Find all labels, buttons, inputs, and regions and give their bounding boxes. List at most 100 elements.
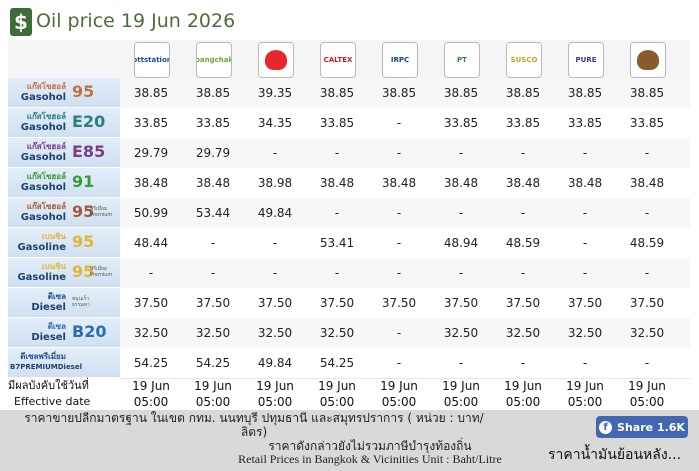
price: - [396, 116, 402, 130]
effective-cell: 19 Jun 05:00 [120, 378, 182, 410]
price: 38.85 [381, 86, 417, 100]
price: 38.85 [629, 86, 665, 100]
effective-date: 19 Jun [628, 379, 666, 393]
fuel-eng: Gasohol [20, 122, 66, 133]
fuel-names: เบนซิน Gasoline [10, 261, 66, 283]
facebook-icon: f [599, 420, 613, 434]
price: - [458, 206, 464, 220]
footer [0, 410, 699, 471]
price: - [644, 146, 650, 160]
fuel-note: หมุนเร็ว ธรรมดา [72, 296, 90, 308]
fuel-names: แก๊สโซฮอล์ Gasohol [10, 201, 66, 223]
price: 38.48 [381, 176, 417, 190]
price: 54.25 [195, 356, 231, 370]
price: 33.85 [443, 116, 479, 130]
price: - [582, 266, 588, 280]
effective-date: 19 Jun [380, 379, 418, 393]
price: 32.50 [567, 326, 603, 340]
price: 37.50 [381, 296, 417, 310]
row-band [120, 348, 690, 379]
price: 37.50 [195, 296, 231, 310]
price: - [396, 236, 402, 250]
fuel-label: เบนซิน Gasoline 95 [8, 228, 120, 258]
history-link[interactable]: ราคาน้ำมันย้อนหลัง... [548, 447, 682, 463]
fuel-names: แก๊สโซฮอล์ Gasohol [10, 171, 66, 193]
price: 39.35 [257, 86, 293, 100]
row-band [120, 288, 690, 319]
price: 38.48 [443, 176, 479, 190]
effective-date: 19 Jun [132, 379, 170, 393]
price: 32.50 [443, 326, 479, 340]
price: 38.48 [567, 176, 603, 190]
price: 33.85 [567, 116, 603, 130]
fuel-thai: แก๊สโซฮอล์ [26, 112, 66, 121]
fuel-names: ดีเซล Diesel [10, 291, 66, 313]
price: 33.85 [133, 116, 169, 130]
fuel-label: แก๊สโซฮอล์ Gasohol 95 พรีเมี่ยม Premium [8, 198, 120, 228]
price: 48.59 [629, 236, 665, 250]
effective-cell: 19 Jun 05:00 [368, 378, 430, 410]
price: 38.85 [319, 86, 355, 100]
price: - [644, 206, 650, 220]
effective-date: 19 Jun [194, 379, 232, 393]
price: - [582, 146, 588, 160]
price: - [520, 266, 526, 280]
price: 53.41 [319, 236, 355, 250]
price: 49.84 [257, 206, 293, 220]
fuel-thai: ดีเซล [47, 292, 66, 301]
price: 53.44 [195, 206, 231, 220]
effective-time: 05:00 [133, 395, 169, 409]
price: 37.50 [443, 296, 479, 310]
price: 38.85 [505, 86, 541, 100]
effective-time: 05:00 [567, 395, 603, 409]
brand-logo: CALTEX [320, 42, 356, 78]
price: - [334, 146, 340, 160]
price: 37.50 [629, 296, 665, 310]
price: 38.48 [319, 176, 355, 190]
price: - [334, 266, 340, 280]
share-button[interactable]: f Share 1.6K [596, 416, 688, 438]
effective-cell: 19 Jun 05:00 [182, 378, 244, 410]
effective-time: 05:00 [505, 395, 541, 409]
price: 38.48 [133, 176, 169, 190]
price: 37.50 [133, 296, 169, 310]
brand-logo [258, 42, 294, 78]
fuel-names: แก๊สโซฮอล์ Gasohol [10, 81, 66, 103]
price: 32.50 [319, 326, 355, 340]
fuel-label: แก๊สโซฮอล์ Gasohol E20 [8, 108, 120, 138]
price: - [582, 236, 588, 250]
fuel-label: ดีเซล Diesel B20 [8, 318, 120, 348]
effective-cell: 19 Jun 05:00 [430, 378, 492, 410]
fuel-grade: 95 [72, 82, 95, 101]
fuel-note: พรีเมี่ยม Premium [90, 266, 113, 278]
fuel-grade: 95 [72, 232, 95, 251]
price: - [582, 356, 588, 370]
fuel-eng: Gasohol [20, 152, 66, 163]
price: 38.48 [505, 176, 541, 190]
fuel-label: แก๊สโซฮอล์ Gasohol E85 [8, 138, 120, 168]
fuel-label: ดีเซลพรีเมี่ยม B7PREMIUMDiesel [8, 348, 120, 378]
footer-tax-note: ราคาดังกล่าวยังไม่รวมภาษีบำรุงท้องถิ่น [268, 439, 472, 453]
fuel-thai: แก๊สโซฮอล์ [26, 172, 66, 181]
price: 33.85 [629, 116, 665, 130]
footer-note: ราคาขายปลีกมาตรฐาน ในเขต กทม. นนทบุรี ปท… [24, 411, 484, 439]
fuel-grade: 95 [72, 262, 95, 281]
price: 49.84 [257, 356, 293, 370]
fuel-eng: B7PREMIUMDiesel [10, 363, 82, 371]
price: 33.85 [505, 116, 541, 130]
effective-label: มีผลบังคับใช้วันที่ Effective date [8, 378, 120, 410]
footer-eng-note: Retail Prices in Bangkok & Vicinities Un… [238, 452, 502, 466]
fuel-names: ดีเซล Diesel [10, 321, 66, 343]
fuel-label: ดีเซล Diesel หมุนเร็ว ธรรมดา [8, 288, 120, 318]
fuel-eng: Gasohol [20, 212, 66, 223]
price: - [582, 206, 588, 220]
effective-time: 05:00 [257, 395, 293, 409]
fuel-grade: B20 [72, 322, 107, 341]
price: 34.35 [257, 116, 293, 130]
price: - [458, 356, 464, 370]
fuel-eng: Gasoline [17, 242, 66, 253]
fuel-thai: ดีเซลพรีเมี่ยม [20, 352, 66, 361]
fuel-thai: แก๊สโซฮอล์ [26, 142, 66, 151]
price: 32.50 [133, 326, 169, 340]
price: 32.50 [629, 326, 665, 340]
